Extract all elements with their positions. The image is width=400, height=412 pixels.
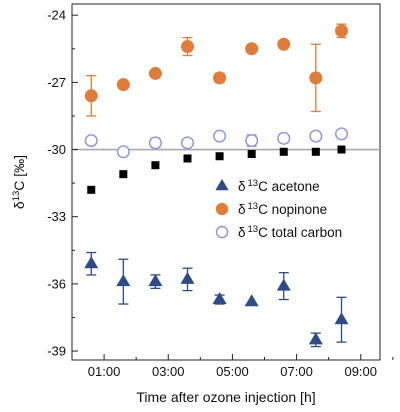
series-acetone xyxy=(84,251,349,348)
data-point-nopinone xyxy=(309,71,323,85)
data-point-total xyxy=(180,136,194,150)
y-tick-label: -27 xyxy=(47,75,66,90)
data-point-nopinone xyxy=(148,66,162,80)
x-axis: 01:00 03:00 05:00 07:00 09:00 xyxy=(88,354,394,379)
data-point-total xyxy=(309,129,323,143)
data-point-total xyxy=(213,129,227,143)
data-point-squares xyxy=(247,150,256,159)
data-point-squares xyxy=(215,152,224,161)
data-point-acetone xyxy=(244,294,259,307)
data-point-squares xyxy=(119,170,128,179)
x-axis-title: Time after ozone injection [h] xyxy=(136,389,315,405)
data-point-total xyxy=(148,136,162,150)
legend-label: δ 13C acetone xyxy=(238,178,320,194)
data-point-nopinone xyxy=(213,71,227,85)
plot-border xyxy=(71,3,381,361)
data-point-squares xyxy=(87,185,96,194)
data-point-squares xyxy=(311,147,320,156)
series-squares xyxy=(87,145,346,194)
series-nopinone xyxy=(84,23,348,117)
plot-area xyxy=(71,3,381,361)
data-point-total xyxy=(335,127,349,141)
legend: δ 13C acetone δ 13C nopinone δ 13C total carb… xyxy=(215,178,342,240)
data-point-nopinone xyxy=(245,42,259,56)
x-tick-label: 05:00 xyxy=(216,364,249,379)
y-tick-label: -24 xyxy=(47,8,66,23)
x-tick-label: 01:00 xyxy=(88,364,121,379)
data-point-nopinone xyxy=(181,40,194,54)
y-tick-label: -33 xyxy=(47,209,66,224)
data-point-total xyxy=(277,131,291,145)
data-point-acetone xyxy=(148,274,163,287)
data-point-nopinone xyxy=(277,37,291,51)
data-point-acetone xyxy=(212,292,227,305)
data-point-total xyxy=(116,145,130,159)
data-point-squares xyxy=(337,145,346,154)
y-tick-label: -39 xyxy=(47,344,66,359)
data-point-squares xyxy=(151,161,160,170)
data-point-acetone xyxy=(276,278,291,291)
y-tick-label: -36 xyxy=(47,276,66,291)
data-point-acetone xyxy=(84,256,99,269)
x-tick-label: 09:00 xyxy=(344,364,377,379)
data-point-acetone xyxy=(180,271,195,284)
data-point-acetone xyxy=(334,312,349,325)
x-tick-label: 03:00 xyxy=(152,364,185,379)
legend-marker xyxy=(215,225,229,239)
data-point-squares xyxy=(183,154,192,163)
data-point-nopinone xyxy=(84,89,98,103)
legend-label: δ 13C nopinone xyxy=(238,201,327,217)
series-total xyxy=(84,127,349,159)
legend-marker xyxy=(215,202,229,216)
data-point-acetone xyxy=(308,332,323,345)
y-axis: -24 -27 -30 -33 -36 -39 xyxy=(47,8,78,359)
y-axis-title: δ13C [‰] xyxy=(11,155,27,209)
data-point-acetone xyxy=(116,274,131,287)
data-point-total xyxy=(84,134,98,148)
data-point-total xyxy=(245,134,259,148)
legend-label: δ 13C total carbon xyxy=(238,224,342,240)
series-layer xyxy=(84,23,349,348)
data-point-nopinone xyxy=(335,24,348,38)
y-tick-label: -30 xyxy=(47,142,66,157)
data-point-nopinone xyxy=(116,78,130,92)
data-point-squares xyxy=(279,147,288,156)
legend-marker xyxy=(215,178,229,191)
x-tick-label: 07:00 xyxy=(280,364,313,379)
